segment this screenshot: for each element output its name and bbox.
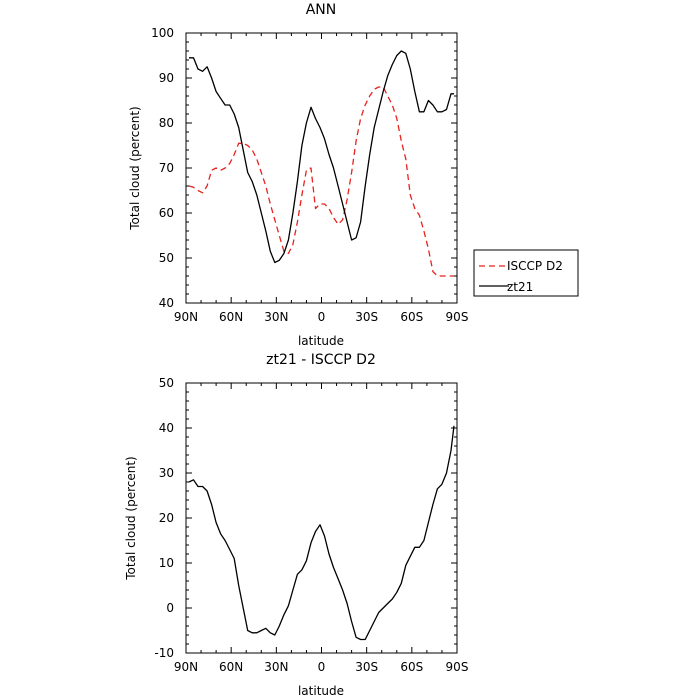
bottom-x-tick-label: 90S	[446, 660, 469, 674]
bottom-x-axis-label: latitude	[298, 684, 344, 698]
top-x-tick-label: 60N	[219, 310, 243, 324]
top-x-tick-label: 90N	[174, 310, 198, 324]
bottom-x-tick-label: 0	[318, 660, 326, 674]
bottom-y-tick-label: 40	[159, 421, 174, 435]
top-y-tick-label: 60	[159, 206, 174, 220]
bottom-y-tick-label: 0	[166, 601, 174, 615]
bottom-series-line-difference	[188, 425, 455, 641]
bottom-axes: 90N 60N 30N 0 30S 60S 90S -10 0 10 20 30 40 50	[154, 376, 468, 674]
bottom-y-axis-label: Total cloud (percent)	[124, 456, 138, 580]
bottom-x-tick-label: 60N	[219, 660, 243, 674]
top-plot-frame	[185, 32, 458, 304]
legend-label-zt21: zt21	[507, 280, 533, 294]
bottom-chart-title: zt21 - ISCCP D2	[266, 352, 376, 368]
top-y-tick-label: 50	[159, 251, 174, 265]
top-y-tick-label: 40	[159, 296, 174, 310]
top-x-tick-label: 30N	[264, 310, 288, 324]
top-y-tick-label: 100	[151, 26, 174, 40]
bottom-x-tick-label: 30N	[264, 660, 288, 674]
top-x-axis-label: latitude	[298, 334, 344, 348]
top-axes: 90N 60N 30N 0 30S 60S 90S 40 50 60 70 80 90 100	[151, 26, 468, 324]
bottom-plot-frame	[185, 382, 458, 654]
legend: ISCCP D2 zt21	[473, 249, 579, 297]
top-series-line-zt21	[189, 50, 454, 264]
legend-box	[473, 249, 579, 297]
top-series-group	[188, 50, 454, 277]
top-x-tick-label: 30S	[355, 310, 378, 324]
top-x-tick-label: 0	[318, 310, 326, 324]
top-y-tick-label: 70	[159, 161, 174, 175]
top-panel: ANN 90N 60N 30N 0 30S 60S 90S 40 50 60 70 80 90 100 l…	[128, 2, 579, 348]
top-x-tick-label: 60S	[400, 310, 423, 324]
bottom-y-tick-label: 10	[159, 556, 174, 570]
top-chart-title: ANN	[306, 2, 337, 18]
bottom-x-tick-label: 30S	[355, 660, 378, 674]
legend-label-isccp-d2: ISCCP D2	[507, 259, 563, 273]
bottom-panel: zt21 - ISCCP D2 90N 60N 30N 0 30S 60S 90S -10 0 1…	[124, 352, 468, 698]
bottom-y-tick-label: 50	[159, 376, 174, 390]
bottom-x-tick-label: 90N	[174, 660, 198, 674]
bottom-y-tick-label: 20	[159, 511, 174, 525]
bottom-y-tick-label: -10	[154, 646, 174, 660]
top-series-line-isccp-d2	[188, 86, 454, 277]
top-y-axis-label: Total cloud (percent)	[128, 106, 142, 230]
top-y-tick-label: 80	[159, 116, 174, 130]
bottom-x-tick-label: 60S	[400, 660, 423, 674]
top-x-tick-label: 90S	[446, 310, 469, 324]
bottom-y-tick-label: 30	[159, 466, 174, 480]
bottom-series-group	[188, 425, 455, 641]
top-y-tick-label: 90	[159, 71, 174, 85]
